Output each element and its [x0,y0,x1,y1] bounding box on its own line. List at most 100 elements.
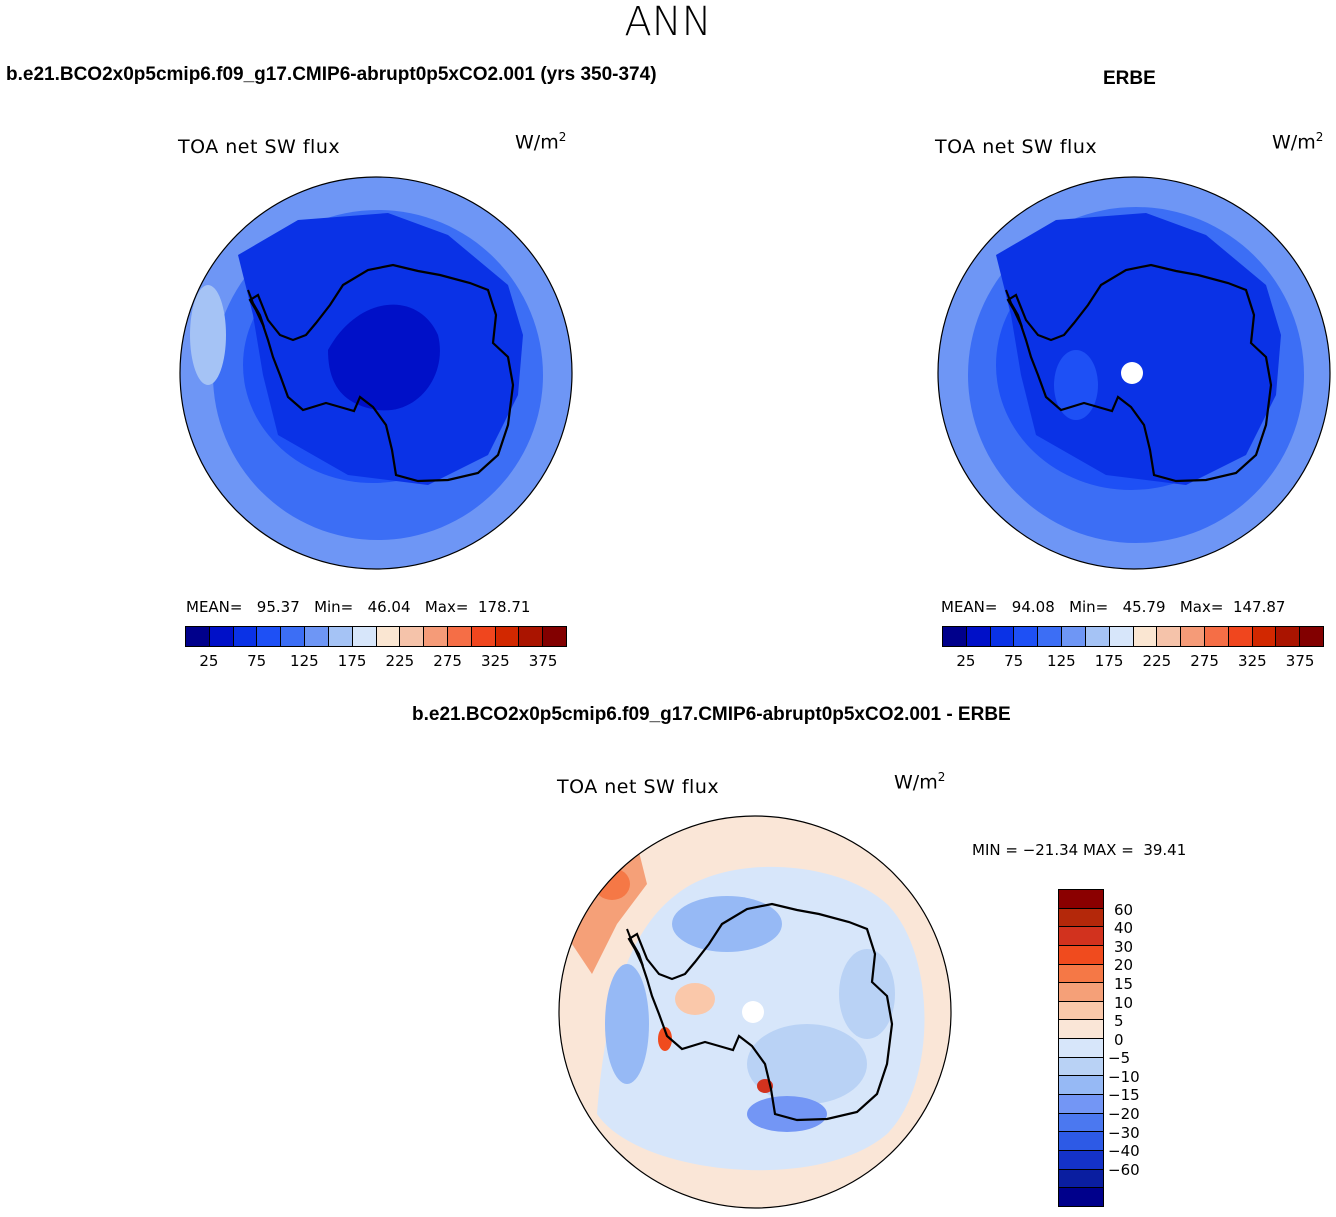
colorbar-tick-label: 325 [1238,652,1267,670]
peninsula-coastline [626,928,644,967]
colorbar-swatch [1059,1057,1103,1077]
panel-1-colorbar [185,626,567,647]
page-title: ANN [624,0,712,45]
antarctica-coastline [627,902,894,1122]
colorbar-swatch [1038,627,1063,646]
colorbar-swatch [305,627,329,646]
colorbar-swatch [943,627,967,646]
colorbar-swatch [1059,1132,1103,1151]
colorbar-swatch [400,627,425,646]
panel-1-colorbar-ticks: 25 75 125 175 225 275 325 375 [185,652,569,672]
plateau-low [328,304,440,411]
diff-units: W/m2 [894,770,946,794]
colorbar-tick-label: 225 [385,652,415,670]
colorbar-tick-label: 325 [481,652,510,670]
panel-2-colorbar-ticks: 25 75 125 175 225 275 325 375 [942,652,1326,672]
panel-1-stats: MEAN= 95.37 Min= 46.04 Max= 178.71 [186,598,531,616]
colorbar-tick-label: 275 [433,652,462,670]
diff-case-title: b.e21.BCO2x0p5cmip6.f09_g17.CMIP6-abrupt… [412,704,1011,725]
diff-blue-patch-3 [747,1024,867,1104]
colorbar-swatch [1276,627,1301,646]
colorbar-swatch [1059,983,1103,1002]
diff-blue-patch-5 [747,1096,827,1132]
colorbar-swatch [1059,1001,1103,1021]
panel-1-field-label: TOA net SW flux [178,136,341,158]
colorbar-swatch [352,627,377,646]
peninsula-coastline [247,289,265,328]
colorbar-swatch [1059,1039,1103,1058]
colorbar-tick-label: 175 [337,652,367,670]
diff-blue-patch-2 [605,964,649,1084]
panel-2-case-title: ERBE [1103,68,1156,89]
ross-patch [1054,350,1098,420]
colorbar-swatch [1059,1188,1103,1206]
colorbar-swatch [1059,1095,1103,1114]
colorbar-swatch [1204,627,1229,646]
colorbar-tick-label: −30 [1108,1123,1140,1142]
colorbar-swatch [233,627,258,646]
colorbar-swatch [1062,627,1086,646]
diff-blue-patch-1 [672,896,782,952]
colorbar-swatch [966,627,991,646]
colorbar-swatch [1014,627,1039,646]
colorbar-swatch [1085,627,1110,646]
colorbar-swatch [519,627,544,646]
colorbar-swatch [1059,945,1103,965]
diff-minmax: MIN = −21.34 MAX = 39.41 [972,841,1187,859]
colorbar-swatch [1252,627,1277,646]
colorbar-swatch [543,627,566,646]
colorbar-swatch [328,627,353,646]
colorbar-tick-label: 25 [956,652,976,670]
diff-field-label: TOA net SW flux [557,776,720,798]
panel-1-case-title: b.e21.BCO2x0p5cmip6.f09_g17.CMIP6-abrupt… [6,64,657,85]
colorbar-tick-label: 5 [1114,1012,1124,1031]
colorbar-tick-label: 125 [1047,652,1076,670]
colorbar-tick-label: −60 [1108,1160,1140,1179]
panel-1-units: W/m2 [515,130,567,154]
colorbar-tick-label: 175 [1094,652,1124,670]
diff-red-patch-3 [658,1027,672,1051]
colorbar-swatch [1059,1169,1103,1189]
colorbar-swatch [1181,627,1205,646]
outer-light-patch [190,285,226,385]
colorbar-swatch [1109,627,1134,646]
colorbar-swatch [281,627,306,646]
colorbar-swatch [1059,1076,1103,1096]
colorbar-swatch [495,627,520,646]
map-boundary [558,815,952,1209]
colorbar-swatch [1059,1113,1103,1133]
colorbar-tick-label: 15 [1114,974,1134,993]
colorbar-swatch [1059,908,1103,928]
colorbar-swatch [209,627,234,646]
colorbar-tick-label: 25 [199,652,219,670]
colorbar-swatch [1157,627,1182,646]
colorbar-swatch [471,627,496,646]
colorbar-tick-label: 0 [1114,1030,1124,1049]
panel-1-colorbar-swatches [185,626,567,647]
pole-gap-mask [742,1001,764,1023]
panel-2-colorbar [942,626,1324,647]
map-boundary [937,176,1331,570]
colorbar-tick-label: 30 [1114,937,1134,956]
antarctica-coastline [248,263,515,483]
colorbar-swatch [1059,964,1103,984]
panel-2-field-label: TOA net SW flux [935,136,1098,158]
colorbar-swatch [990,627,1015,646]
colorbar-tick-label: 125 [290,652,319,670]
map-boundary [179,176,573,570]
diff-blue-patch-4 [839,949,895,1039]
colorbar-tick-label: 20 [1114,956,1134,975]
colorbar-swatch [257,627,282,646]
colorbar-tick-label: −40 [1108,1142,1140,1161]
colorbar-tick-label: 75 [247,652,267,670]
colorbar-tick-label: 375 [528,652,558,670]
colorbar-tick-label: 10 [1114,993,1134,1012]
colorbar-swatch [1228,627,1253,646]
panel-2-polar-map [937,176,1331,570]
colorbar-swatch [1133,627,1158,646]
diff-colorbar-ticks: 60 40 30 20 15 10 5 0 −5 −10 −15 −20 −30 −40 −60 [1108,889,1168,1205]
colorbar-swatch [376,627,401,646]
colorbar-tick-label: −10 [1108,1067,1140,1086]
panel-2-units: W/m2 [1272,130,1324,154]
colorbar-swatch [1059,1150,1103,1170]
